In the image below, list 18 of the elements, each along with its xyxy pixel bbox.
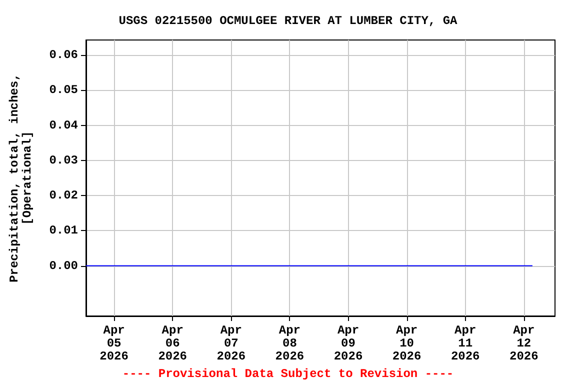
y-tick-label: 0.06 (49, 48, 78, 62)
x-tick-label: Apr 07 2026 (216, 324, 246, 364)
y-tick-label: 0.05 (49, 83, 78, 98)
x-tick-label: Apr 08 2026 (275, 324, 304, 364)
x-tick-label: Apr 05 2026 (100, 324, 128, 364)
x-tick-label: Apr 06 2026 (158, 324, 188, 364)
x-tick-label: Apr 10 2026 (392, 324, 422, 364)
y-axis-title: Precipitation, total, inches, [Operational] (8, 74, 34, 282)
y-tick-label: 0.03 (49, 153, 78, 168)
x-tick-label: Apr 11 2026 (450, 324, 480, 364)
y-tick-label: 0.01 (49, 224, 78, 238)
x-tick-label: Apr 09 2026 (334, 324, 363, 364)
y-tick-label: 0.04 (49, 118, 78, 132)
y-tick-label: 0.00 (49, 258, 78, 273)
chart-title: USGS 02215500 OCMULGEE RIVER AT LUMBER CITY, GA (118, 14, 458, 28)
x-tick-label: Apr 12 2026 (509, 324, 538, 364)
y-tick-label: 0.02 (49, 188, 78, 203)
text: ---- Provisional Data Subject to Revision ---- (122, 367, 454, 381)
